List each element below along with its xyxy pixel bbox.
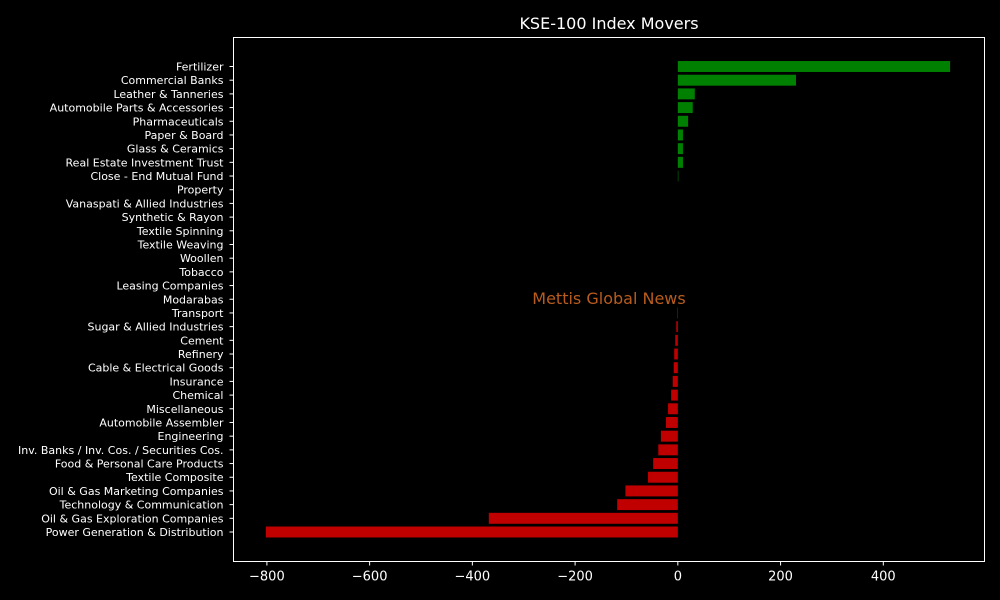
bar-1 bbox=[677, 74, 796, 86]
x-tick-label-5: 200 bbox=[768, 570, 793, 585]
bar-2 bbox=[677, 88, 695, 100]
category-label-34: Power Generation & Distribution bbox=[46, 526, 224, 539]
category-label-21: Refinery bbox=[178, 348, 224, 361]
bar-20 bbox=[675, 334, 678, 346]
category-label-20: Cement bbox=[180, 334, 224, 347]
bar-24 bbox=[671, 389, 678, 401]
x-tick-label-0: −800 bbox=[249, 570, 285, 585]
category-label-7: Real Estate Investment Trust bbox=[66, 156, 225, 169]
category-label-3: Automobile Parts & Accessories bbox=[50, 102, 224, 115]
bar-18 bbox=[677, 307, 678, 319]
bar-28 bbox=[658, 444, 678, 456]
x-tick-label-6: 400 bbox=[871, 570, 896, 585]
category-label-14: Woollen bbox=[180, 252, 224, 265]
category-label-12: Textile Spinning bbox=[136, 225, 224, 238]
x-tick-label-2: −400 bbox=[455, 570, 491, 585]
bar-22 bbox=[673, 362, 678, 374]
category-label-25: Miscellaneous bbox=[146, 403, 223, 416]
category-label-17: Modarabas bbox=[163, 293, 224, 306]
bar-27 bbox=[660, 430, 678, 442]
bar-3 bbox=[677, 102, 693, 114]
category-label-11: Synthetic & Rayon bbox=[122, 211, 224, 224]
bar-29 bbox=[653, 458, 678, 470]
category-label-26: Automobile Assembler bbox=[99, 416, 224, 429]
bar-23 bbox=[672, 375, 678, 387]
category-label-18: Transport bbox=[171, 307, 224, 320]
bar-6 bbox=[677, 143, 683, 155]
bar-30 bbox=[648, 471, 678, 483]
category-label-27: Engineering bbox=[158, 430, 224, 443]
category-label-9: Property bbox=[177, 184, 224, 197]
x-tick-label-3: −200 bbox=[557, 570, 593, 585]
bar-34 bbox=[265, 526, 678, 538]
bar-8 bbox=[677, 170, 679, 182]
watermark-text: Mettis Global News bbox=[532, 289, 685, 308]
bar-32 bbox=[617, 499, 678, 511]
category-label-4: Pharmaceuticals bbox=[133, 115, 224, 128]
bar-33 bbox=[488, 512, 678, 524]
bar-26 bbox=[666, 416, 678, 428]
category-label-8: Close - End Mutual Fund bbox=[90, 170, 223, 183]
category-label-24: Chemical bbox=[172, 389, 223, 402]
category-label-2: Leather & Tanneries bbox=[113, 88, 223, 101]
category-label-19: Sugar & Allied Industries bbox=[87, 321, 223, 334]
category-label-0: Fertilizer bbox=[176, 61, 224, 74]
x-tick-label-4: 0 bbox=[674, 570, 682, 585]
category-label-29: Food & Personal Care Products bbox=[55, 458, 224, 471]
bar-0 bbox=[677, 61, 951, 72]
category-label-16: Leasing Companies bbox=[116, 280, 223, 293]
category-label-23: Insurance bbox=[170, 375, 224, 388]
category-label-13: Textile Weaving bbox=[137, 238, 224, 251]
bar-4 bbox=[677, 115, 689, 127]
category-label-6: Glass & Ceramics bbox=[127, 143, 224, 156]
bar-7 bbox=[677, 156, 683, 168]
category-label-15: Tobacco bbox=[178, 266, 223, 279]
category-label-32: Technology & Communication bbox=[59, 499, 224, 512]
x-axis-ticks-group: −800 −600 −400 −200 0 200 400 bbox=[249, 561, 896, 585]
bar-25 bbox=[668, 403, 678, 415]
category-label-31: Oil & Gas Marketing Companies bbox=[49, 485, 224, 498]
category-label-22: Cable & Electrical Goods bbox=[88, 362, 224, 375]
chart-title: KSE-100 Index Movers bbox=[519, 14, 698, 33]
bar-21 bbox=[674, 348, 678, 360]
category-label-28: Inv. Banks / Inv. Cos. / Securities Cos. bbox=[18, 444, 223, 457]
category-label-1: Commercial Banks bbox=[121, 74, 224, 87]
bar-5 bbox=[677, 129, 683, 141]
x-tick-label-1: −600 bbox=[352, 570, 388, 585]
category-label-33: Oil & Gas Exploration Companies bbox=[41, 512, 224, 525]
category-label-10: Vanaspati & Allied Industries bbox=[66, 197, 224, 210]
bar-31 bbox=[625, 485, 678, 497]
bar-19 bbox=[676, 321, 678, 333]
category-label-5: Paper & Board bbox=[144, 129, 223, 142]
category-label-30: Textile Composite bbox=[125, 471, 224, 484]
bars-group bbox=[265, 61, 951, 538]
